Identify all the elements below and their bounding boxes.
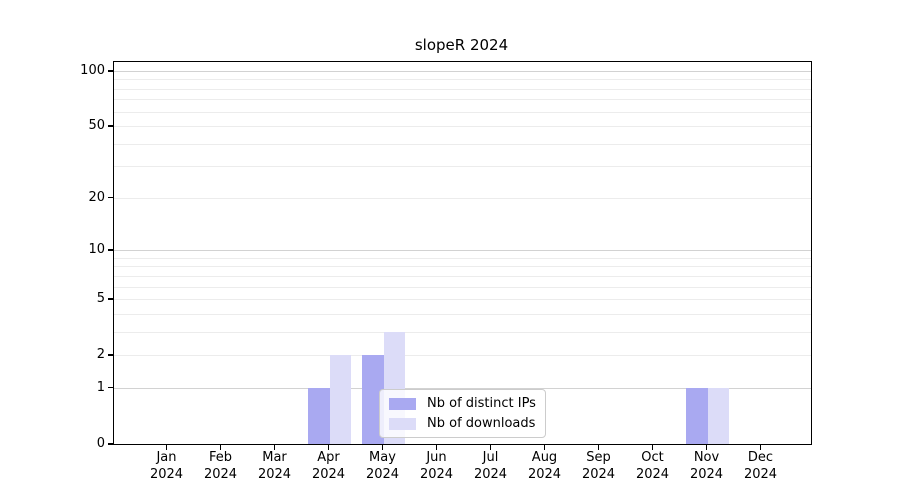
x-tick-label-feb: Feb 2024 [203,450,238,482]
gridline-minor [114,313,811,315]
y-tick [108,354,113,356]
y-tick-label: 100 [80,63,105,78]
gridline-minor [114,299,811,301]
gridline-major [114,250,811,252]
legend-label-downloads: Nb of downloads [427,416,536,431]
x-tick [435,444,438,450]
x-tick-label-jul: Jul 2024 [473,450,508,482]
y-tick [108,196,113,199]
gridline-minor [114,331,811,333]
chart-title: slopeR 2024 [414,36,509,54]
plot-area: Nb of distinct IPs Nb of downloads [113,61,812,445]
x-tick-label-jun: Jun 2024 [419,450,454,482]
x-tick-label-jan: Jan 2024 [149,450,184,482]
legend-item-downloads: Nb of downloads [389,416,536,431]
bar-distinct-ips-apr [308,387,330,444]
y-tick [108,298,113,300]
gridline-minor [114,111,811,113]
gridline-minor [114,197,811,199]
x-tick [381,444,384,450]
y-tick-label: 5 [96,291,105,307]
gridline-minor [114,275,811,277]
x-tick [489,444,492,450]
x-tick-label-apr: Apr 2024 [311,450,346,482]
gridline-minor [114,143,811,145]
x-tick [651,444,654,450]
x-tick-label-may: May 2024 [365,450,400,482]
x-tick-label-aug: Aug 2024 [527,450,562,482]
legend-item-distinct-ips: Nb of distinct IPs [389,396,536,411]
gridline-minor [114,79,811,81]
gridline-minor [114,266,811,268]
y-tick [108,443,113,445]
legend-swatch-distinct-ips [389,397,416,410]
y-tick-label: 50 [88,118,105,134]
bar-downloads-apr [329,355,351,444]
x-tick [543,444,546,450]
gridline-major [114,387,811,389]
gridline-minor [114,257,811,259]
legend-label-distinct-ips: Nb of distinct IPs [427,396,536,411]
legend: Nb of distinct IPs Nb of downloads [379,389,546,438]
gridline-major [114,71,811,72]
x-tick-label-oct: Oct 2024 [635,450,670,482]
bar-distinct-ips-nov [686,387,708,444]
x-tick [165,444,168,450]
y-tick [108,70,113,72]
y-tick-label: 1 [96,379,105,395]
gridline-minor [114,88,811,90]
gridline-minor [114,286,811,288]
gridline-minor [114,99,811,101]
gridline-minor [114,166,811,168]
y-tick-label: 20 [88,189,105,205]
y-tick [108,125,113,127]
bar-distinct-ips-may [362,355,384,444]
x-tick-label-nov: Nov 2024 [689,450,724,482]
y-tick-label: 10 [88,242,105,258]
bar-downloads-nov [707,387,729,444]
x-tick-label-dec: Dec 2024 [743,450,778,482]
x-tick-label-mar: Mar 2024 [257,450,292,482]
gridline-minor [114,126,811,128]
x-tick [705,444,708,450]
y-tick-label: 2 [96,347,105,363]
x-tick-label-sep: Sep 2024 [581,450,616,482]
y-tick [108,249,113,251]
x-tick [327,444,330,450]
x-tick [597,444,600,450]
x-tick [219,444,222,450]
y-tick [108,386,113,389]
y-tick-label: 0 [96,436,105,451]
legend-swatch-downloads [389,417,416,430]
x-tick [759,444,762,450]
x-tick [273,444,276,450]
gridline-minor [114,355,811,357]
